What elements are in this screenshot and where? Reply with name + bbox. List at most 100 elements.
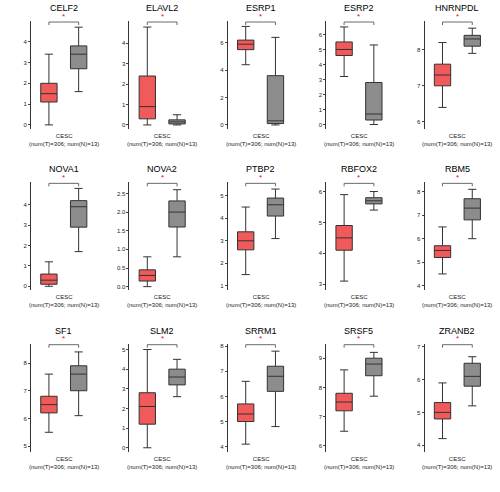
- svg-text:SRRM1: SRRM1: [245, 326, 277, 336]
- svg-text:*: *: [456, 12, 459, 21]
- svg-text:6: 6: [319, 32, 323, 38]
- svg-text:CESC(num(T)=306; num(N)=13): CESC(num(T)=306; num(N)=13): [422, 133, 492, 147]
- svg-text:1.0: 1.0: [117, 246, 126, 252]
- svg-text:CESC(num(T)=306; num(N)=13): CESC(num(T)=306; num(N)=13): [127, 456, 197, 470]
- svg-text:3: 3: [24, 222, 28, 228]
- svg-text:5: 5: [319, 220, 323, 226]
- svg-text:CESC(num(T)=306; num(N)=13): CESC(num(T)=306; num(N)=13): [29, 133, 99, 147]
- svg-text:4: 4: [220, 67, 224, 73]
- svg-text:SLM2: SLM2: [150, 326, 174, 336]
- svg-text:CESC(num(T)=306; num(N)=13): CESC(num(T)=306; num(N)=13): [324, 294, 394, 308]
- svg-text:6: 6: [319, 443, 323, 449]
- svg-text:RBM5: RBM5: [445, 164, 470, 174]
- svg-text:6: 6: [417, 119, 421, 125]
- svg-text:SRSF5: SRSF5: [344, 326, 373, 336]
- svg-text:*: *: [161, 12, 164, 21]
- svg-text:CESC(num(T)=306; num(N)=13): CESC(num(T)=306; num(N)=13): [127, 133, 197, 147]
- svg-text:ESRP1: ESRP1: [246, 3, 276, 13]
- svg-text:0: 0: [319, 122, 323, 128]
- svg-text:CESC(num(T)=306; num(N)=13): CESC(num(T)=306; num(N)=13): [226, 294, 296, 308]
- svg-text:4: 4: [417, 283, 421, 289]
- svg-text:3: 3: [220, 238, 224, 244]
- svg-text:1: 1: [24, 263, 28, 269]
- svg-text:9: 9: [319, 355, 323, 361]
- svg-text:4: 4: [24, 202, 28, 208]
- svg-text:PTBP2: PTBP2: [246, 164, 275, 174]
- svg-text:2.5: 2.5: [117, 191, 126, 197]
- svg-text:2: 2: [122, 406, 126, 412]
- svg-text:1: 1: [122, 102, 126, 108]
- svg-text:CESC(num(T)=306; num(N)=13): CESC(num(T)=306; num(N)=13): [422, 456, 492, 470]
- svg-text:1: 1: [220, 283, 224, 289]
- svg-text:0: 0: [24, 122, 28, 128]
- svg-text:7: 7: [24, 388, 28, 394]
- svg-text:6: 6: [417, 236, 421, 242]
- svg-text:*: *: [161, 173, 164, 182]
- svg-text:1: 1: [319, 107, 323, 113]
- svg-text:5: 5: [417, 259, 421, 265]
- svg-text:4: 4: [122, 40, 126, 46]
- svg-text:4: 4: [319, 62, 323, 68]
- svg-text:7: 7: [417, 83, 421, 89]
- svg-text:HNRNPDL: HNRNPDL: [435, 3, 479, 13]
- svg-text:6: 6: [24, 416, 28, 422]
- svg-text:4: 4: [319, 250, 323, 256]
- svg-text:0: 0: [122, 122, 126, 128]
- svg-text:4: 4: [122, 366, 126, 372]
- svg-text:6: 6: [319, 189, 323, 195]
- svg-text:5: 5: [319, 47, 323, 53]
- svg-text:*: *: [456, 173, 459, 182]
- svg-text:3: 3: [24, 60, 28, 66]
- svg-text:1: 1: [24, 101, 28, 107]
- svg-text:2: 2: [24, 243, 28, 249]
- svg-text:1.5: 1.5: [117, 228, 126, 234]
- svg-text:2: 2: [220, 260, 224, 266]
- svg-text:5: 5: [417, 409, 421, 415]
- svg-text:CESC(num(T)=306; num(N)=13): CESC(num(T)=306; num(N)=13): [29, 456, 99, 470]
- svg-text:*: *: [456, 334, 459, 343]
- svg-text:2.0: 2.0: [117, 209, 126, 215]
- svg-text:7: 7: [220, 368, 224, 374]
- svg-text:3: 3: [122, 61, 126, 67]
- svg-text:8: 8: [417, 189, 421, 195]
- svg-text:*: *: [259, 173, 262, 182]
- svg-text:0.0: 0.0: [117, 284, 126, 290]
- svg-text:CESC(num(T)=306; num(N)=13): CESC(num(T)=306; num(N)=13): [127, 294, 197, 308]
- svg-text:0: 0: [24, 283, 28, 289]
- svg-text:5: 5: [220, 419, 224, 425]
- svg-text:8: 8: [220, 343, 224, 349]
- svg-text:4: 4: [220, 215, 224, 221]
- svg-text:CESC(num(T)=306; num(N)=13): CESC(num(T)=306; num(N)=13): [226, 456, 296, 470]
- svg-text:ZRANB2: ZRANB2: [439, 326, 475, 336]
- svg-text:CESC(num(T)=306; num(N)=13): CESC(num(T)=306; num(N)=13): [29, 294, 99, 308]
- svg-text:CESC(num(T)=306; num(N)=13): CESC(num(T)=306; num(N)=13): [324, 456, 394, 470]
- svg-text:4: 4: [417, 442, 421, 448]
- svg-text:CESC(num(T)=306; num(N)=13): CESC(num(T)=306; num(N)=13): [422, 294, 492, 308]
- svg-text:2: 2: [319, 92, 323, 98]
- svg-text:*: *: [357, 12, 360, 21]
- svg-text:SF1: SF1: [55, 326, 72, 336]
- svg-text:ESRP2: ESRP2: [344, 3, 374, 13]
- svg-text:CESC(num(T)=306; num(N)=13): CESC(num(T)=306; num(N)=13): [226, 133, 296, 147]
- svg-text:7: 7: [417, 212, 421, 218]
- svg-text:6: 6: [220, 393, 224, 399]
- svg-text:*: *: [357, 173, 360, 182]
- svg-text:4: 4: [220, 444, 224, 450]
- svg-text:0: 0: [220, 122, 224, 128]
- svg-text:0: 0: [122, 445, 126, 451]
- svg-text:*: *: [259, 334, 262, 343]
- svg-text:NOVA2: NOVA2: [147, 164, 177, 174]
- svg-text:8: 8: [417, 47, 421, 53]
- svg-text:*: *: [62, 173, 65, 182]
- svg-text:8: 8: [24, 360, 28, 366]
- svg-text:3: 3: [319, 77, 323, 83]
- svg-text:CELF2: CELF2: [50, 3, 78, 13]
- svg-text:1: 1: [122, 425, 126, 431]
- svg-text:*: *: [62, 12, 65, 21]
- svg-text:4: 4: [24, 39, 28, 45]
- svg-text:8: 8: [319, 385, 323, 391]
- svg-text:6: 6: [220, 40, 224, 46]
- svg-text:3: 3: [122, 386, 126, 392]
- svg-text:ELAVL2: ELAVL2: [146, 3, 178, 13]
- svg-text:5: 5: [220, 193, 224, 199]
